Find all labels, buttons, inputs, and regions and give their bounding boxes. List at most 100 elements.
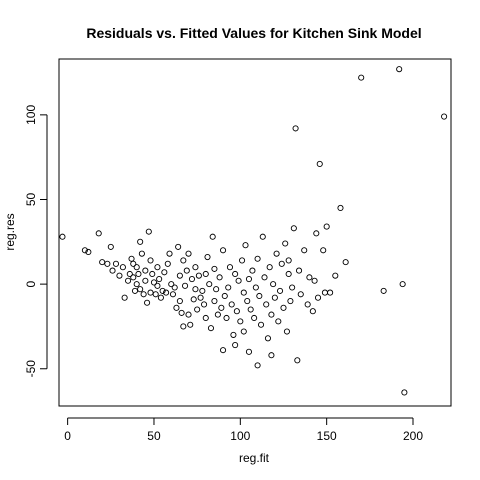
data-point: [264, 302, 269, 307]
data-point: [207, 282, 212, 287]
data-point: [150, 271, 155, 276]
data-point: [220, 348, 225, 353]
data-point: [397, 67, 402, 72]
data-point: [307, 275, 312, 280]
data-point: [257, 293, 262, 298]
data-point: [402, 390, 407, 395]
data-point: [176, 244, 181, 249]
data-point: [139, 251, 144, 256]
y-tick-label: 100: [24, 105, 38, 125]
data-point: [195, 307, 200, 312]
data-point: [288, 298, 293, 303]
data-point: [193, 265, 198, 270]
data-point: [96, 231, 101, 236]
data-point: [260, 234, 265, 239]
y-axis-label: reg.res: [3, 213, 17, 250]
data-point: [441, 114, 446, 119]
data-point: [290, 285, 295, 290]
data-point: [333, 273, 338, 278]
data-point: [283, 241, 288, 246]
y-tick-label: -50: [24, 360, 38, 378]
data-point: [193, 287, 198, 292]
data-point: [125, 278, 130, 283]
data-point: [224, 315, 229, 320]
data-point: [317, 161, 322, 166]
y-tick-label: 50: [24, 192, 38, 206]
data-point: [155, 283, 160, 288]
data-point: [328, 290, 333, 295]
x-axis: 0 50 100 150 200: [64, 418, 423, 443]
data-point: [281, 305, 286, 310]
data-point: [165, 261, 170, 266]
data-point: [253, 285, 258, 290]
data-point: [321, 248, 326, 253]
data-point: [158, 295, 163, 300]
data-point: [162, 270, 167, 275]
data-point: [274, 251, 279, 256]
data-point: [314, 231, 319, 236]
data-point: [277, 288, 282, 293]
x-axis-label: reg.fit: [239, 451, 270, 465]
data-point: [239, 258, 244, 263]
data-point: [157, 276, 162, 281]
data-point: [144, 300, 149, 305]
data-point: [343, 260, 348, 265]
data-point: [276, 319, 281, 324]
data-point: [203, 271, 208, 276]
data-point: [198, 295, 203, 300]
data-point: [143, 268, 148, 273]
data-points: [60, 67, 447, 396]
data-point: [295, 358, 300, 363]
data-point: [208, 326, 213, 331]
data-point: [203, 315, 208, 320]
data-point: [212, 266, 217, 271]
data-point: [108, 244, 113, 249]
data-point: [146, 229, 151, 234]
data-point: [322, 290, 327, 295]
data-point: [138, 239, 143, 244]
data-point: [246, 276, 251, 281]
x-tick-label: 150: [317, 429, 337, 443]
data-point: [134, 282, 139, 287]
data-point: [267, 265, 272, 270]
data-point: [148, 258, 153, 263]
data-point: [381, 288, 386, 293]
data-point: [191, 297, 196, 302]
data-point: [153, 292, 158, 297]
data-point: [248, 307, 253, 312]
data-point: [229, 302, 234, 307]
data-point: [186, 251, 191, 256]
data-point: [236, 278, 241, 283]
data-point: [117, 273, 122, 278]
x-tick-label: 0: [64, 429, 71, 443]
data-point: [324, 224, 329, 229]
data-point: [132, 288, 137, 293]
data-point: [100, 260, 105, 265]
data-point: [269, 312, 274, 317]
data-point: [122, 295, 127, 300]
data-point: [272, 295, 277, 300]
data-point: [120, 265, 125, 270]
data-point: [310, 309, 315, 314]
data-point: [210, 234, 215, 239]
data-point: [305, 302, 310, 307]
data-point: [243, 243, 248, 248]
data-point: [262, 275, 267, 280]
data-point: [271, 282, 276, 287]
data-point: [255, 256, 260, 261]
data-point: [113, 261, 118, 266]
x-tick-label: 50: [147, 429, 161, 443]
data-point: [226, 285, 231, 290]
data-point: [155, 265, 160, 270]
data-point: [177, 273, 182, 278]
data-point: [233, 271, 238, 276]
data-point: [231, 332, 236, 337]
data-point: [246, 349, 251, 354]
data-point: [400, 282, 405, 287]
data-point: [201, 302, 206, 307]
data-point: [184, 268, 189, 273]
data-point: [241, 329, 246, 334]
y-axis: -50 0 50 100: [24, 105, 47, 378]
x-tick-label: 100: [230, 429, 250, 443]
